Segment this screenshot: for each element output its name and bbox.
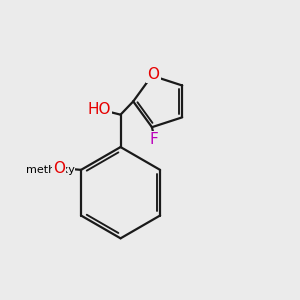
Text: methoxy: methoxy: [26, 165, 75, 175]
Text: F: F: [149, 132, 158, 147]
Text: O: O: [53, 161, 65, 176]
Text: O: O: [147, 67, 159, 82]
Text: HO: HO: [88, 102, 111, 117]
